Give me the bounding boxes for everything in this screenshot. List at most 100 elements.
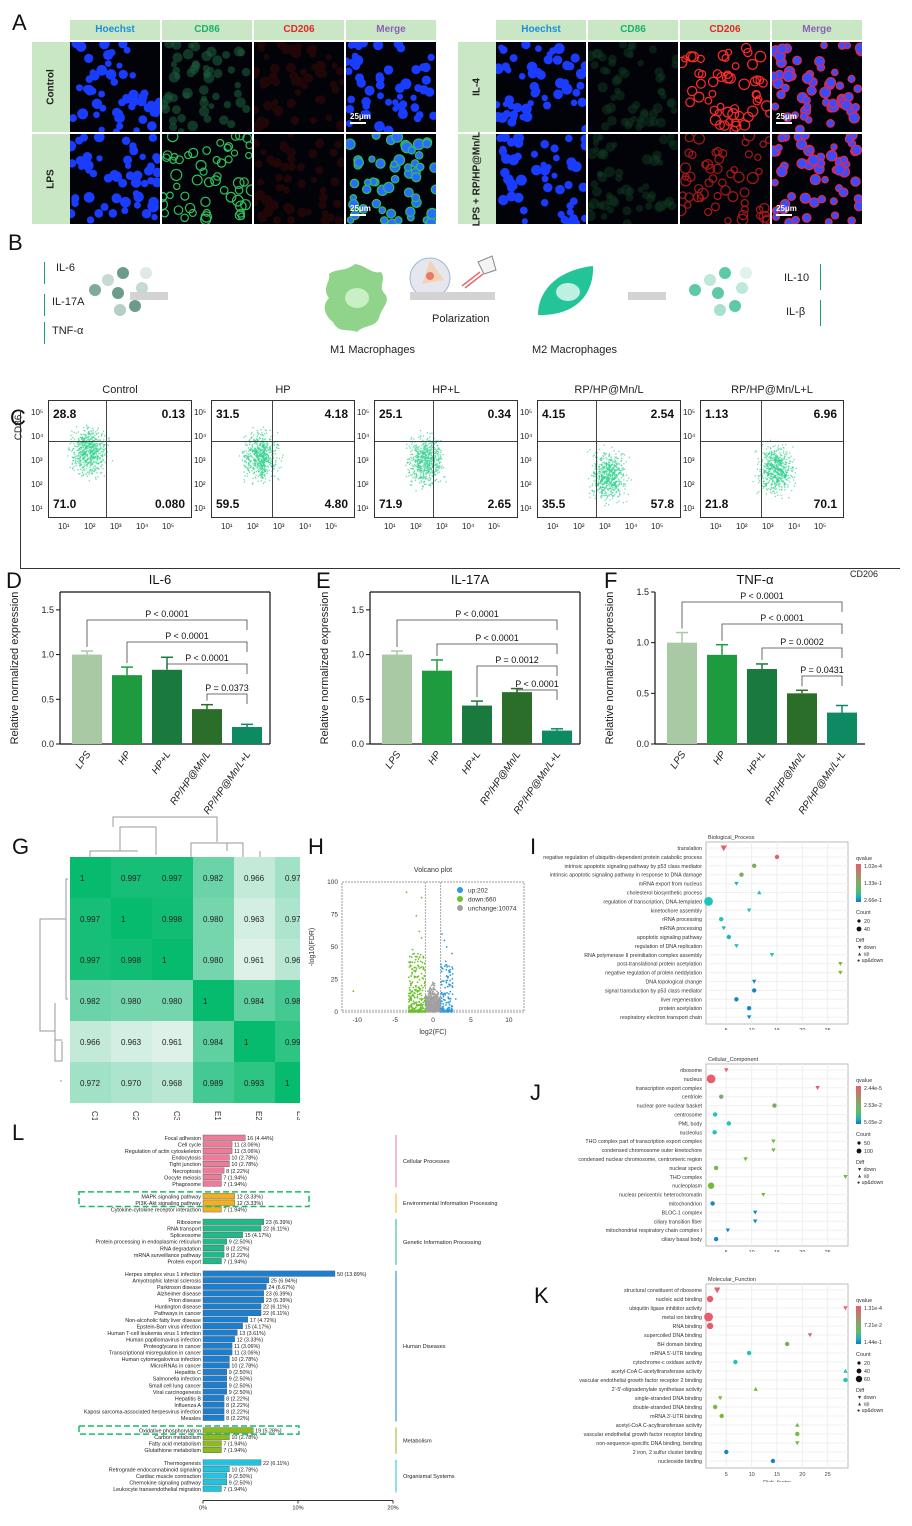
event-dot <box>78 445 80 447</box>
point-unchanged <box>427 1007 430 1010</box>
event-dot <box>84 453 86 455</box>
event-dot <box>776 491 778 493</box>
event-dot <box>626 500 628 503</box>
quadrant-ll: 35.5 <box>542 497 566 511</box>
p-value-label: P = 0.0002 <box>780 637 824 647</box>
event-dot <box>788 496 790 499</box>
point-down <box>423 962 426 965</box>
event-dot <box>594 462 596 464</box>
event-dot <box>414 441 416 443</box>
cell-nucleus <box>89 169 98 178</box>
event-dot <box>779 477 782 480</box>
event-dot <box>776 480 778 482</box>
point-down <box>422 1007 425 1010</box>
event-dot <box>96 472 98 474</box>
comparison-bracket <box>166 663 248 674</box>
event-dot <box>783 469 785 471</box>
event-dot <box>91 454 93 456</box>
cell-nucleus <box>382 181 395 194</box>
cell-nucleus <box>704 178 714 188</box>
point-down <box>416 995 419 998</box>
event-dot <box>97 451 99 453</box>
cell-nucleus <box>776 89 786 100</box>
cell-nucleus <box>726 169 736 179</box>
cell-nucleus <box>521 42 531 50</box>
point-down <box>412 986 415 989</box>
event-dot <box>603 471 605 474</box>
event-dot <box>84 434 86 436</box>
event-dot <box>774 475 776 478</box>
event-dot <box>776 482 778 484</box>
point-down <box>424 996 426 999</box>
cell-nucleus <box>801 212 812 223</box>
event-dot <box>594 473 596 475</box>
event-dot <box>108 437 110 439</box>
flow-plot: 1.13 6.96 21.8 70.1 <box>700 400 844 518</box>
event-dot <box>260 466 262 468</box>
cell-nucleus <box>553 154 560 162</box>
cell-nucleus <box>83 191 95 203</box>
event-dot <box>777 464 780 466</box>
heatmap-cell <box>111 1062 152 1103</box>
event-dot <box>247 469 250 472</box>
event-dot <box>430 456 432 459</box>
cell-nucleus <box>854 42 862 54</box>
event-dot <box>100 451 103 453</box>
event-dot <box>431 457 433 459</box>
event-dot <box>768 477 770 479</box>
event-dot <box>413 463 416 466</box>
event-dot <box>623 454 626 456</box>
event-dot <box>421 461 424 463</box>
event-dot <box>264 458 266 460</box>
cell-nucleus <box>268 72 279 83</box>
event-dot <box>780 469 782 471</box>
cell-nucleus <box>565 217 576 224</box>
event-dot <box>257 433 259 436</box>
event-dot <box>417 455 420 457</box>
group-label: IL-4 <box>471 78 483 96</box>
cell-nucleus <box>118 69 128 79</box>
x-tick-label: 0 <box>431 1017 435 1024</box>
cell-nucleus <box>496 134 505 142</box>
event-dot <box>107 444 109 446</box>
event-dot <box>91 442 94 444</box>
event-dot <box>759 468 761 471</box>
marker-il17a: IL-17A <box>52 296 85 308</box>
channel-header: CD86 <box>588 20 678 40</box>
event-dot <box>78 453 80 455</box>
event-dot <box>88 431 90 433</box>
comparison-bracket <box>206 693 248 704</box>
event-dot <box>761 459 764 461</box>
cell-nucleus <box>121 207 129 215</box>
event-dot <box>97 463 99 465</box>
event-dot <box>89 451 92 454</box>
event-dot <box>595 466 597 469</box>
event-dot <box>421 477 424 480</box>
cell-nucleus <box>84 53 94 63</box>
event-dot <box>93 458 96 460</box>
event-dot <box>413 473 416 475</box>
event-dot <box>414 477 416 479</box>
event-dot <box>422 435 425 437</box>
x-tick-label: 10² <box>410 522 422 531</box>
cell-nucleus <box>711 148 720 157</box>
event-dot <box>440 458 443 460</box>
event-dot <box>626 480 628 482</box>
event-dot <box>602 481 604 483</box>
event-dot <box>771 464 774 466</box>
event-dot <box>413 459 415 461</box>
point-down <box>416 993 419 996</box>
cell-nucleus <box>152 153 160 162</box>
event-dot <box>104 447 107 450</box>
micrograph-cells <box>162 134 252 224</box>
event-dot <box>86 442 88 445</box>
event-dot <box>594 452 596 454</box>
event-dot <box>87 457 89 459</box>
event-dot <box>625 474 628 476</box>
comparison-bracket <box>476 665 558 698</box>
event-dot <box>258 456 260 458</box>
point-down <box>408 966 411 968</box>
event-dot <box>772 468 774 471</box>
cell-nucleus <box>521 218 528 224</box>
event-dot <box>610 485 612 487</box>
